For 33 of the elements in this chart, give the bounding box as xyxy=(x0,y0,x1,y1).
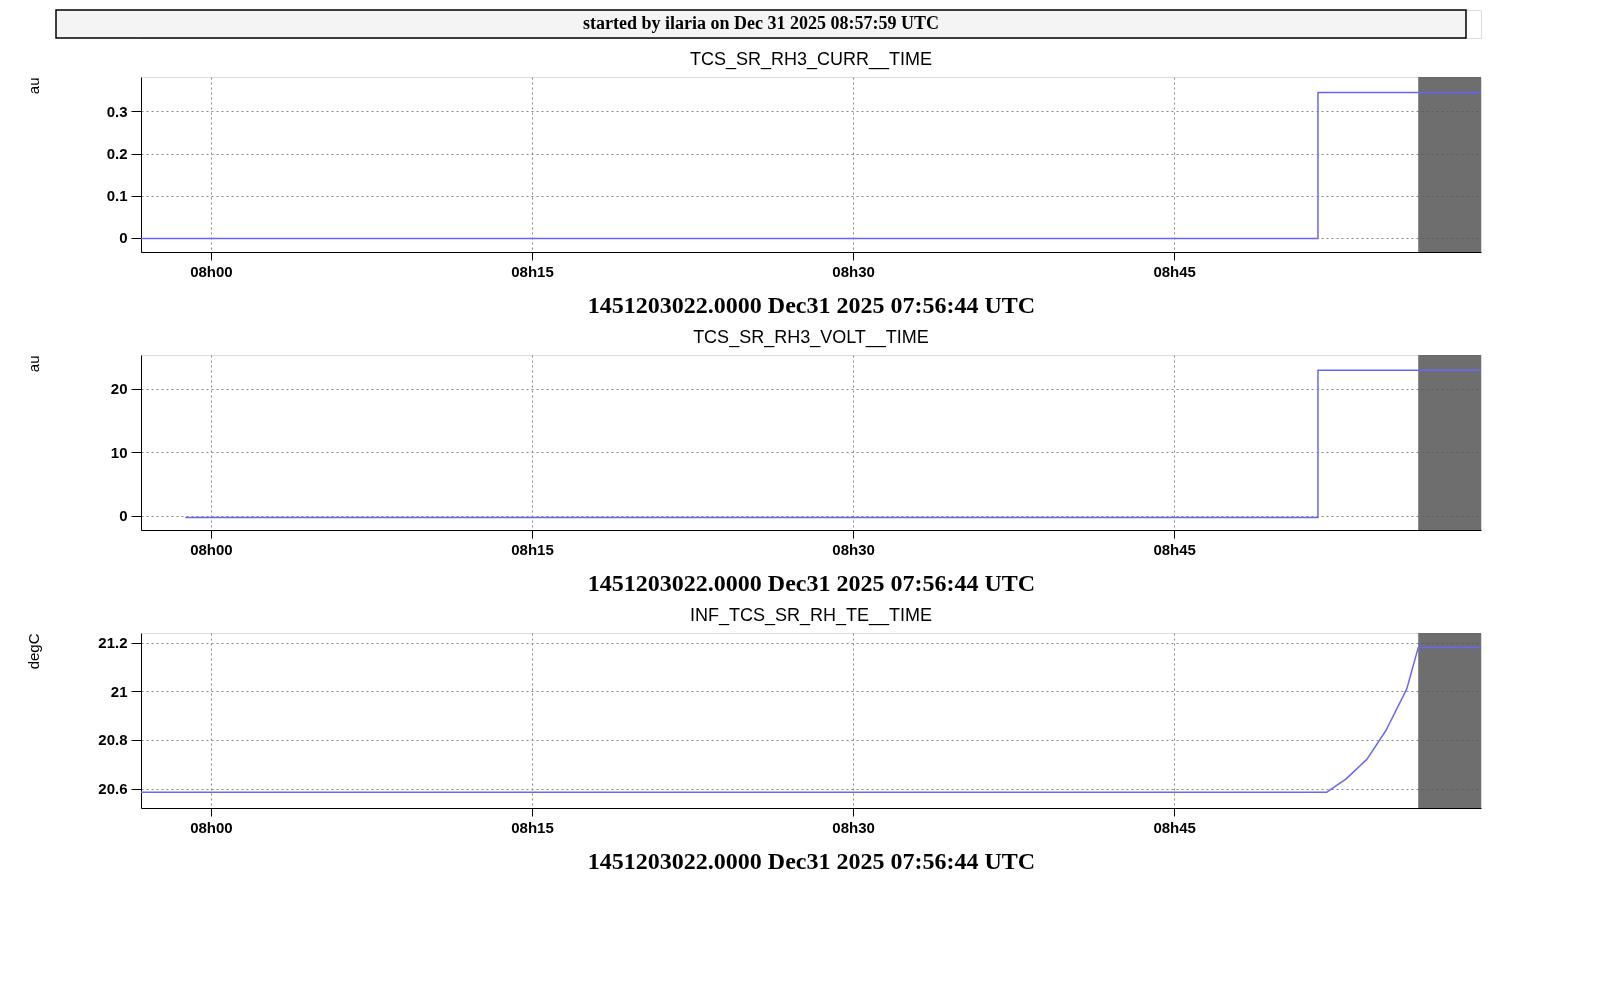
x-tick-label: 08h00 xyxy=(190,262,233,280)
x-tick-label: 08h15 xyxy=(511,818,554,836)
x-tick-label: 08h30 xyxy=(832,262,875,280)
y-tick-label: 10 xyxy=(110,443,128,461)
chart-title: TCS_SR_RH3_VOLT__TIME xyxy=(693,327,929,348)
y-tick-label: 0.1 xyxy=(106,187,128,205)
x-tick-label: 08h45 xyxy=(1153,262,1196,280)
x-tick-label: 08h00 xyxy=(190,818,233,836)
x-axis-title: 1451203022.0000 Dec31 2025 07:56:44 UTC xyxy=(587,291,1036,318)
x-tick-label: 08h30 xyxy=(832,540,875,558)
chart-title: INF_TCS_SR_RH_TE__TIME xyxy=(689,605,933,626)
text: started by ilaria on Dec 31 2025 08:57:59 UTC xyxy=(583,13,939,33)
y-tick-label: 0 xyxy=(119,507,128,525)
x-tick-label: 08h30 xyxy=(832,818,875,836)
y-tick-label: 20 xyxy=(110,380,128,398)
y-axis-title: au xyxy=(24,77,42,95)
y-axis-title: degC xyxy=(24,633,42,670)
y-tick-label: 0.3 xyxy=(106,103,128,120)
y-tick-label: 20.8 xyxy=(98,731,128,749)
x-tick-label: 08h00 xyxy=(190,540,233,558)
y-axis-title: au xyxy=(24,355,42,373)
y-tick-label: 21 xyxy=(110,682,128,700)
x-axis-title: 1451203022.0000 Dec31 2025 07:56:44 UTC xyxy=(587,569,1036,596)
x-tick-label: 08h15 xyxy=(511,540,554,558)
y-tick-label: 0.2 xyxy=(106,145,128,163)
x-tick-label: 08h45 xyxy=(1153,818,1196,836)
y-tick-label: 0 xyxy=(119,229,128,247)
y-tick-label: 20.6 xyxy=(98,780,128,798)
x-axis-title: 1451203022.0000 Dec31 2025 07:56:44 UTC xyxy=(587,847,1036,874)
x-tick-label: 08h45 xyxy=(1153,540,1196,558)
x-tick-label: 08h15 xyxy=(511,262,554,280)
y-tick-label: 21.2 xyxy=(98,634,128,652)
chart-title: TCS_SR_RH3_CURR__TIME xyxy=(689,49,933,70)
